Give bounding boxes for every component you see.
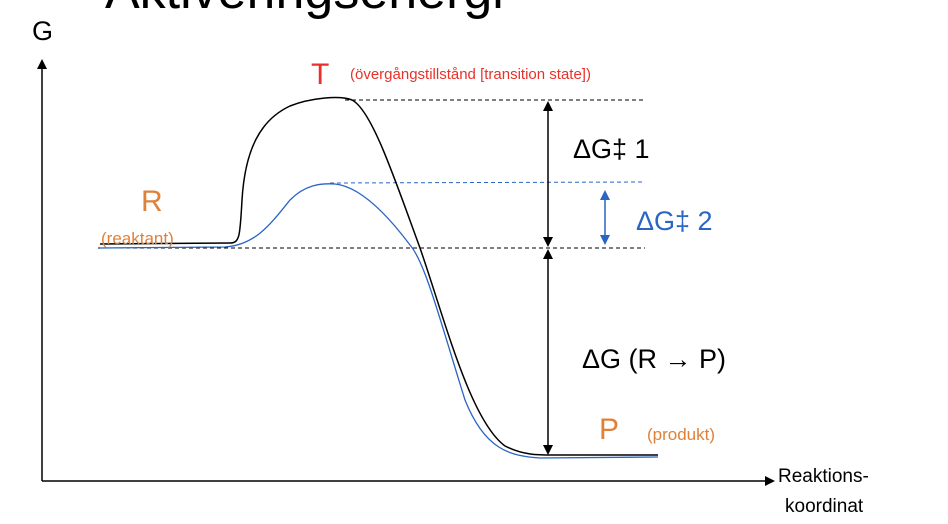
product-symbol: P	[599, 413, 619, 446]
x-axis-label-line2: koordinat	[785, 496, 864, 517]
transition-state-symbol: T	[311, 58, 329, 91]
transition-state-label: (övergångstillstånd [transition state])	[350, 66, 591, 83]
catalyzed-curve	[99, 183, 659, 459]
delta-g2-label: ΔG‡ 2	[636, 206, 713, 236]
product-label: (produkt)	[647, 425, 715, 444]
reactant-symbol: R	[141, 185, 163, 218]
delta-g1-label: ΔG‡ 1	[573, 134, 650, 164]
y-axis-label: G	[32, 16, 53, 46]
dashed-ts2-level	[329, 181, 646, 184]
delta-g-label: ΔG (R → P)	[582, 344, 726, 374]
title: Aktiveringsenergi	[105, 0, 504, 20]
uncatalyzed-curve	[99, 96, 658, 456]
reactant-label: (reaktant)	[101, 229, 174, 248]
x-axis-label-line1: Reaktions-	[778, 466, 869, 487]
